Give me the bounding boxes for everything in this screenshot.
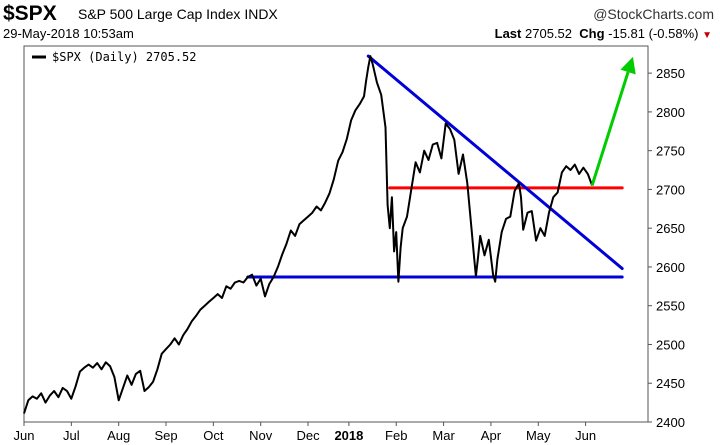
- y-tick-label: 2700: [656, 182, 685, 197]
- chg-value: -15.81 (-0.58%): [608, 26, 699, 41]
- x-tick-label: Mar: [432, 428, 455, 443]
- down-arrow-icon: ▼: [702, 30, 712, 41]
- brand-label: @StockCharts.com: [593, 6, 714, 22]
- y-tick-label: 2800: [656, 105, 685, 120]
- legend-box: [28, 48, 248, 66]
- chart-datetime: 29-May-2018 10:53am: [3, 26, 134, 41]
- chg-label: Chg: [579, 26, 605, 41]
- x-tick-label: Sep: [154, 428, 177, 443]
- chart-header: $SPX S&P 500 Large Cap Index INDX @Stock…: [0, 0, 720, 46]
- y-tick-label: 2550: [656, 299, 685, 314]
- y-tick-label: 2400: [656, 415, 685, 430]
- x-tick-label: Oct: [203, 428, 224, 443]
- y-tick-label: 2750: [656, 144, 685, 159]
- plot-frame: [23, 45, 649, 423]
- y-tick-label: 2600: [656, 260, 685, 275]
- x-tick-label: Feb: [385, 428, 407, 443]
- x-tick-label: Apr: [481, 428, 502, 443]
- exchange-label: INDX: [244, 6, 278, 22]
- x-tick-label: 2018: [334, 428, 363, 443]
- last-value: 2705.52: [525, 26, 572, 41]
- x-tick-label: May: [526, 428, 551, 443]
- y-tick-label: 2650: [656, 221, 685, 236]
- y-tick-label: 2850: [656, 66, 685, 81]
- forecast-arrow-shaft: [590, 71, 630, 187]
- x-tick-label: Nov: [249, 428, 273, 443]
- x-tick-label: Jul: [63, 428, 80, 443]
- y-tick-label: 2450: [656, 376, 685, 391]
- last-label: Last: [494, 26, 522, 41]
- ticker-symbol: $SPX: [3, 2, 57, 25]
- downtrend-line: [366, 54, 624, 270]
- y-tick-label: 2500: [656, 337, 685, 352]
- legend-label: $SPX (Daily) 2705.52: [52, 50, 197, 64]
- price-series-line: [23, 55, 594, 414]
- quote-summary: Last 2705.52 Chg -15.81 (-0.58%) ▼: [495, 26, 712, 41]
- x-tick-label: Jun: [14, 428, 35, 443]
- forecast-arrow-head: [620, 56, 636, 75]
- index-name: S&P 500 Large Cap Index: [78, 6, 241, 22]
- x-tick-label: Jun: [575, 428, 596, 443]
- x-tick-label: Dec: [296, 428, 320, 443]
- x-tick-label: Aug: [107, 428, 130, 443]
